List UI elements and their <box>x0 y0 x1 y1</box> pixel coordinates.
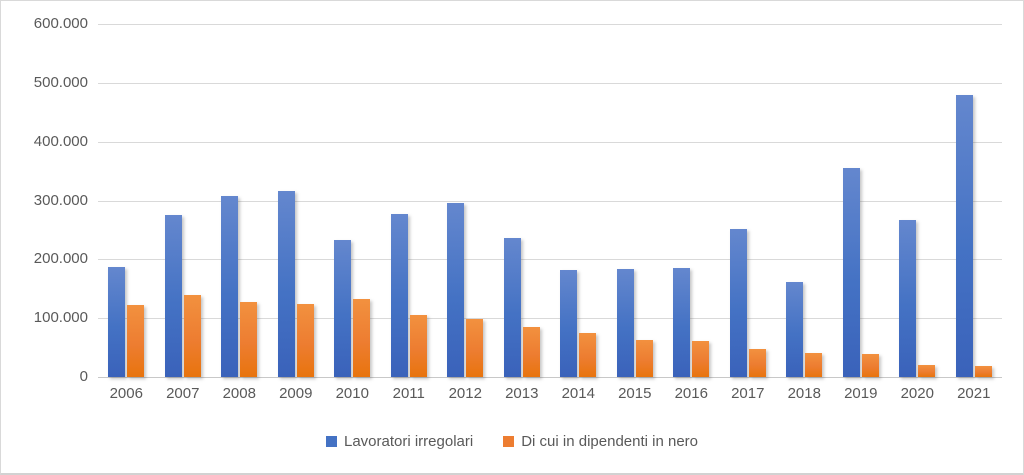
x-axis-label-2019: 2019 <box>844 385 878 402</box>
bar-group-2008 <box>211 24 268 377</box>
legend-swatch-icon <box>503 436 515 447</box>
y-axis-tick-label: 400.000 <box>33 132 88 150</box>
bar-group-2015 <box>607 24 664 377</box>
legend-swatch-icon <box>325 436 337 447</box>
bar-groups <box>98 24 1002 377</box>
x-axis-label-2011: 2011 <box>392 385 425 402</box>
bar-di-cui-in-dipendenti-in-nero-2011 <box>409 315 427 377</box>
bar-group-2012 <box>437 24 494 377</box>
bar-group-2006 <box>98 24 155 377</box>
x-axis-label-2017: 2017 <box>731 385 765 402</box>
x-axis: 2006 2007 2008 2009 2010 2011 2012 2013 2014 2015… <box>98 385 1002 402</box>
x-axis-label-2012: 2012 <box>448 385 482 402</box>
bar-group-2021 <box>946 24 1003 377</box>
bar-lavoratori-irregolari-2019 <box>842 168 860 377</box>
bar-group-2016 <box>663 24 720 377</box>
x-axis-label-2014: 2014 <box>561 385 595 402</box>
x-axis-label-2020: 2020 <box>900 385 934 402</box>
bar-di-cui-in-dipendenti-in-nero-2020 <box>918 364 936 377</box>
bar-lavoratori-irregolari-2010 <box>334 239 352 377</box>
bar-group-2010 <box>324 24 381 377</box>
bar-group-2007 <box>155 24 212 377</box>
bar-di-cui-in-dipendenti-in-nero-2021 <box>974 365 992 377</box>
gridline <box>98 201 1002 202</box>
bar-di-cui-in-dipendenti-in-nero-2013 <box>522 327 540 377</box>
bar-lavoratori-irregolari-2017 <box>729 228 747 377</box>
legend-label: Di cui in dipendenti in nero <box>521 433 698 450</box>
x-axis-label-2016: 2016 <box>674 385 708 402</box>
bar-di-cui-in-dipendenti-in-nero-2016 <box>692 341 710 377</box>
bar-lavoratori-irregolari-2015 <box>616 268 634 377</box>
gridline <box>98 142 1002 143</box>
bar-di-cui-in-dipendenti-in-nero-2018 <box>805 352 823 377</box>
bar-group-2018 <box>776 24 833 377</box>
plot-area <box>98 24 1002 378</box>
y-axis-tick-label: 300.000 <box>33 191 88 209</box>
bar-di-cui-in-dipendenti-in-nero-2008 <box>240 301 258 377</box>
x-axis-label-2010: 2010 <box>335 385 369 402</box>
x-axis-label-2015: 2015 <box>618 385 652 402</box>
bar-di-cui-in-dipendenti-in-nero-2014 <box>579 332 597 377</box>
bar-di-cui-in-dipendenti-in-nero-2019 <box>861 353 879 377</box>
bar-lavoratori-irregolari-2008 <box>221 195 239 377</box>
legend-item-di-cui-in-dipendenti-in-nero: Di cui in dipendenti in nero <box>503 433 698 450</box>
bar-group-2017 <box>720 24 777 377</box>
bar-di-cui-in-dipendenti-in-nero-2010 <box>353 299 371 377</box>
bar-lavoratori-irregolari-2018 <box>786 281 804 377</box>
x-axis-label-2008: 2008 <box>222 385 256 402</box>
bar-lavoratori-irregolari-2007 <box>164 214 182 377</box>
legend-item-lavoratori-irregolari: Lavoratori irregolari <box>325 433 474 450</box>
bar-lavoratori-irregolari-2013 <box>503 237 521 377</box>
bar-di-cui-in-dipendenti-in-nero-2009 <box>296 304 314 377</box>
bar-di-cui-in-dipendenti-in-nero-2007 <box>183 294 201 377</box>
x-axis-label-2009: 2009 <box>279 385 313 402</box>
bar-lavoratori-irregolari-2014 <box>560 269 578 377</box>
bar-lavoratori-irregolari-2011 <box>390 214 408 377</box>
y-axis: 600.000 500.000 400.000 300.000 200.000 100.0… <box>1 15 88 385</box>
bar-di-cui-in-dipendenti-in-nero-2006 <box>127 304 145 377</box>
bar-lavoratori-irregolari-2012 <box>447 203 465 377</box>
bar-group-2009 <box>268 24 325 377</box>
gridline <box>98 24 1002 25</box>
bar-group-2019 <box>833 24 890 377</box>
bar-group-2014 <box>550 24 607 377</box>
legend: Lavoratori irregolari Di cui in dipendent… <box>1 433 1023 450</box>
x-axis-line <box>98 377 1002 378</box>
bar-lavoratori-irregolari-2021 <box>955 95 973 377</box>
bar-di-cui-in-dipendenti-in-nero-2015 <box>635 339 653 377</box>
x-axis-label-2013: 2013 <box>505 385 539 402</box>
bar-di-cui-in-dipendenti-in-nero-2012 <box>466 319 484 377</box>
x-axis-label-2018: 2018 <box>787 385 821 402</box>
bar-group-2011 <box>381 24 438 377</box>
bar-group-2013 <box>494 24 551 377</box>
y-axis-tick-label: 0 <box>79 368 88 385</box>
bar-lavoratori-irregolari-2006 <box>108 267 126 377</box>
x-axis-label-2006: 2006 <box>109 385 143 402</box>
bar-group-2020 <box>889 24 946 377</box>
gridline <box>98 318 1002 319</box>
gridline <box>98 259 1002 260</box>
legend-label: Lavoratori irregolari <box>343 433 474 450</box>
y-axis-tick-label: 100.000 <box>33 309 88 327</box>
bar-lavoratori-irregolari-2009 <box>277 190 295 377</box>
bar-di-cui-in-dipendenti-in-nero-2017 <box>748 349 766 377</box>
x-axis-label-2007: 2007 <box>166 385 200 402</box>
y-axis-tick-label: 200.000 <box>33 250 88 268</box>
y-axis-tick-label: 600.000 <box>33 15 88 32</box>
x-axis-label-2021: 2021 <box>957 385 991 402</box>
bar-lavoratori-irregolari-2020 <box>899 219 917 377</box>
y-axis-tick-label: 500.000 <box>33 73 88 91</box>
bar-lavoratori-irregolari-2016 <box>673 267 691 377</box>
gridline <box>98 83 1002 84</box>
